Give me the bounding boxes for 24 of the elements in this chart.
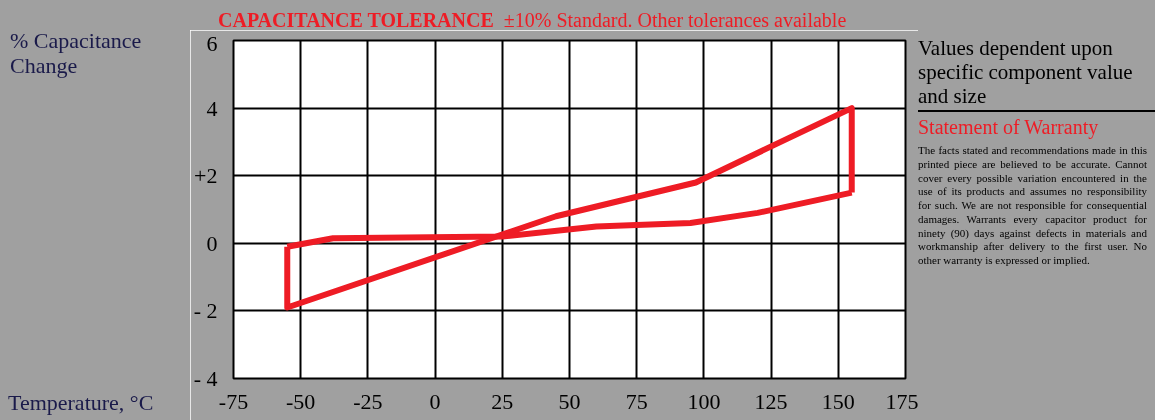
chart-subtitle: ±10% Standard. Other tolerances available [503,9,847,31]
text: Values dependent upon specific component value and size [918,36,1134,109]
y-tick-label: 4 [206,95,218,121]
text: The facts stated and recommendations made in this printed piece are believed to be accurate. Cannot cover every possible variation encountered in the use of its products and assumes no responsibility for such. We are not responsible for consequential damages. Warrants every capacitor product for ninety (90) days against defects in materials and workmanship after delivery to the first user. No other warranty is expressed or implied. [918,144,1147,266]
y-tick-label: +2 [194,163,218,189]
text: Statement of Warranty [918,116,1099,139]
chart-title: CAPACITANCE TOLERANCE [218,9,494,31]
y-tick-label: - 2 [193,298,218,324]
x-tick-label: -50 [286,388,316,414]
x-tick-label: 0 [429,388,441,414]
y-tick-label: 0 [206,230,218,256]
y-tick-label: 6 [206,30,218,56]
y-axis-title: % Capacitance Change [10,28,143,79]
y-tick-label: - 4 [193,366,218,391]
x-axis-title: Temperature, °C [8,390,154,416]
x-tick-label: 150 [821,388,855,414]
x-tick-label: 75 [625,388,648,414]
x-tick-label: 100 [687,388,721,414]
x-tick-label: 50 [558,388,581,414]
x-tick-label: -75 [218,388,249,414]
x-tick-label: 25 [491,388,514,414]
x-tick-label: 125 [754,388,788,414]
x-tick-label: 175 [885,388,919,414]
x-tick-label: -25 [353,388,383,414]
